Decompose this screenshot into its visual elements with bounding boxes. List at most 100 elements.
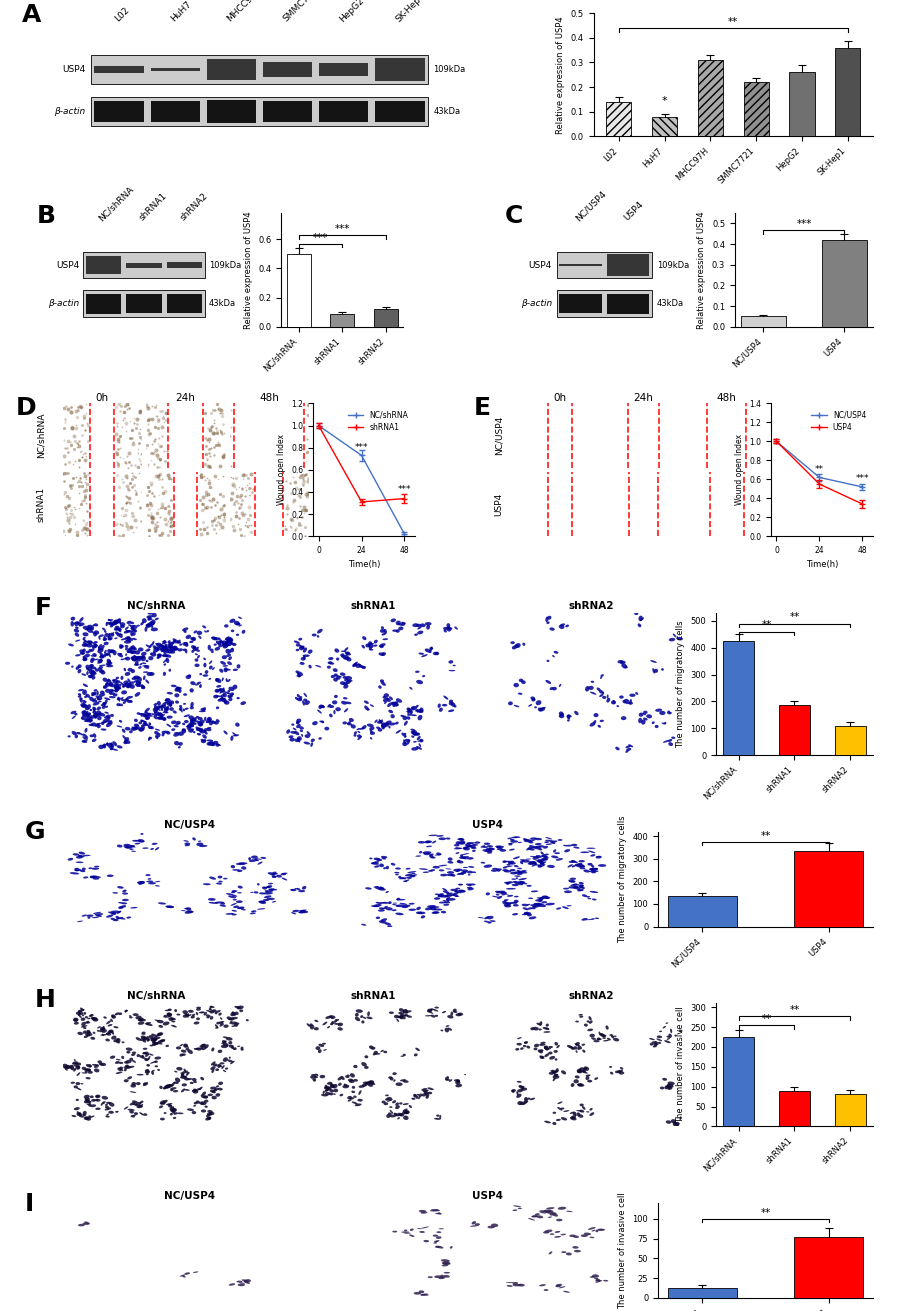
Ellipse shape: [129, 846, 135, 848]
Ellipse shape: [93, 1032, 95, 1034]
Ellipse shape: [102, 1029, 107, 1033]
Ellipse shape: [192, 649, 194, 653]
Ellipse shape: [118, 918, 126, 919]
Ellipse shape: [579, 885, 584, 886]
Ellipse shape: [185, 635, 191, 638]
Ellipse shape: [233, 734, 239, 737]
Ellipse shape: [211, 1062, 216, 1066]
Ellipse shape: [207, 728, 211, 732]
Ellipse shape: [327, 666, 331, 669]
shRNA1: [356, 494, 367, 510]
Ellipse shape: [652, 1041, 656, 1044]
Ellipse shape: [142, 847, 148, 850]
Ellipse shape: [566, 714, 571, 717]
Ellipse shape: [164, 701, 167, 704]
Ellipse shape: [551, 1070, 555, 1074]
Text: ***: ***: [355, 443, 368, 452]
Ellipse shape: [130, 632, 133, 636]
Ellipse shape: [150, 621, 155, 625]
Ellipse shape: [418, 743, 421, 747]
Ellipse shape: [167, 1015, 170, 1017]
Ellipse shape: [83, 1222, 90, 1224]
Ellipse shape: [425, 621, 432, 625]
Ellipse shape: [98, 644, 102, 648]
Ellipse shape: [125, 631, 133, 633]
Ellipse shape: [182, 1053, 186, 1055]
Ellipse shape: [101, 704, 106, 707]
Ellipse shape: [396, 730, 401, 734]
Ellipse shape: [313, 1079, 316, 1082]
Ellipse shape: [201, 1095, 205, 1099]
Ellipse shape: [173, 638, 176, 642]
Ellipse shape: [250, 912, 256, 914]
Ellipse shape: [550, 1046, 553, 1047]
Ellipse shape: [571, 860, 575, 863]
Ellipse shape: [566, 1211, 572, 1213]
Ellipse shape: [336, 658, 339, 661]
Ellipse shape: [414, 1053, 418, 1057]
Ellipse shape: [117, 687, 122, 690]
Ellipse shape: [411, 735, 414, 738]
Ellipse shape: [143, 1041, 147, 1042]
Text: 43kDa: 43kDa: [434, 108, 461, 115]
Ellipse shape: [426, 840, 432, 843]
Ellipse shape: [518, 1283, 525, 1286]
Ellipse shape: [165, 699, 168, 701]
Ellipse shape: [437, 704, 441, 708]
Ellipse shape: [231, 1017, 238, 1020]
Ellipse shape: [143, 1082, 148, 1086]
Ellipse shape: [166, 906, 174, 907]
Ellipse shape: [328, 661, 333, 665]
Ellipse shape: [549, 1252, 553, 1255]
Ellipse shape: [410, 729, 415, 732]
Ellipse shape: [454, 893, 459, 894]
Ellipse shape: [150, 1061, 157, 1063]
Ellipse shape: [410, 1228, 414, 1231]
Ellipse shape: [146, 659, 148, 662]
Ellipse shape: [117, 886, 123, 889]
Ellipse shape: [423, 872, 429, 873]
Ellipse shape: [359, 728, 364, 730]
Ellipse shape: [108, 653, 111, 658]
Ellipse shape: [111, 621, 115, 627]
Ellipse shape: [297, 738, 301, 742]
Ellipse shape: [424, 1093, 427, 1095]
Ellipse shape: [416, 680, 423, 684]
Ellipse shape: [562, 1251, 566, 1253]
Ellipse shape: [334, 695, 338, 697]
Ellipse shape: [299, 726, 304, 729]
NC/shRNA: [313, 418, 324, 434]
Ellipse shape: [667, 1038, 670, 1040]
Ellipse shape: [598, 725, 601, 728]
Ellipse shape: [382, 902, 388, 903]
Ellipse shape: [163, 1087, 166, 1089]
Ellipse shape: [181, 1074, 184, 1076]
Ellipse shape: [621, 716, 626, 720]
Ellipse shape: [216, 684, 221, 688]
Ellipse shape: [434, 1243, 437, 1244]
Ellipse shape: [101, 645, 104, 649]
Ellipse shape: [542, 855, 549, 859]
Ellipse shape: [513, 905, 518, 906]
Ellipse shape: [527, 840, 532, 842]
Text: ***: ***: [398, 485, 411, 494]
Ellipse shape: [93, 697, 96, 700]
Ellipse shape: [329, 713, 333, 717]
Ellipse shape: [76, 1062, 81, 1066]
Ellipse shape: [178, 742, 183, 746]
Ellipse shape: [378, 686, 382, 688]
Ellipse shape: [195, 726, 200, 730]
Ellipse shape: [136, 1037, 141, 1041]
Ellipse shape: [509, 869, 516, 872]
Ellipse shape: [576, 1113, 580, 1116]
Ellipse shape: [589, 868, 598, 871]
Ellipse shape: [121, 675, 123, 680]
Ellipse shape: [169, 701, 172, 707]
Ellipse shape: [290, 889, 294, 890]
Ellipse shape: [130, 650, 134, 654]
Ellipse shape: [161, 733, 165, 737]
Ellipse shape: [230, 1020, 232, 1024]
Ellipse shape: [351, 725, 356, 729]
Ellipse shape: [347, 1096, 352, 1100]
Ellipse shape: [456, 1080, 460, 1083]
